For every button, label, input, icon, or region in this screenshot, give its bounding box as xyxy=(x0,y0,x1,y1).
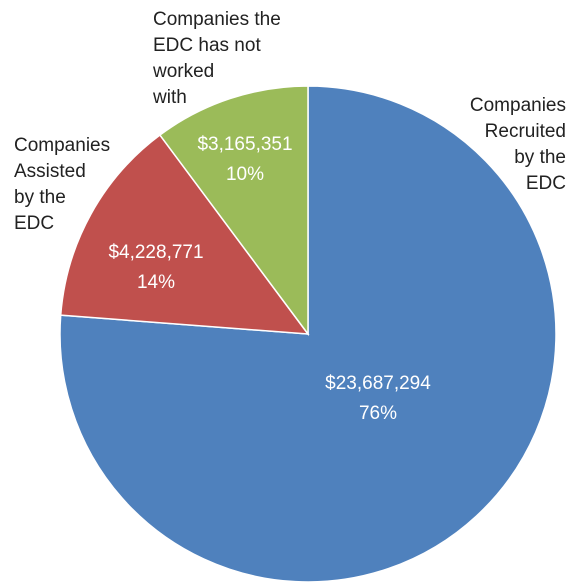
category-label-2: Companies Assisted by the EDC xyxy=(14,135,110,234)
category-label-3: Companies the EDC has not worked with xyxy=(152,9,281,108)
category-label-line: Companies the xyxy=(153,9,281,30)
category-label-line: EDC xyxy=(526,173,566,194)
data-labels: $23,687,294 76% $4,228,771 14% $3,165,351 10% xyxy=(108,134,431,424)
pie-slice-3 xyxy=(158,85,309,337)
pie-slice-2 xyxy=(59,134,310,335)
percent-label-3: 10% xyxy=(226,164,264,185)
value-label-3: $3,165,351 xyxy=(197,134,292,155)
category-label-line: Recruited xyxy=(485,121,566,142)
category-label-line: Companies xyxy=(14,135,110,156)
category-label-line: EDC has not xyxy=(153,35,261,56)
value-label-1: $23,687,294 xyxy=(325,373,431,394)
category-label-line: worked xyxy=(152,61,214,82)
category-label-line: by the xyxy=(514,147,566,168)
percent-label-2: 14% xyxy=(137,272,175,293)
category-label-line: EDC xyxy=(14,213,54,234)
value-label-2: $4,228,771 xyxy=(108,242,203,263)
pie-slices xyxy=(59,85,557,582)
category-label-1: Companies Recruited by the EDC xyxy=(470,95,566,194)
category-labels: Companies Recruited by the EDC Companies Assi… xyxy=(14,9,566,234)
category-label-line: Companies xyxy=(470,95,566,116)
category-label-line: Assisted xyxy=(14,161,86,182)
category-label-line: with xyxy=(152,87,187,108)
percent-label-1: 76% xyxy=(359,403,397,424)
category-label-line: by the xyxy=(14,187,66,208)
